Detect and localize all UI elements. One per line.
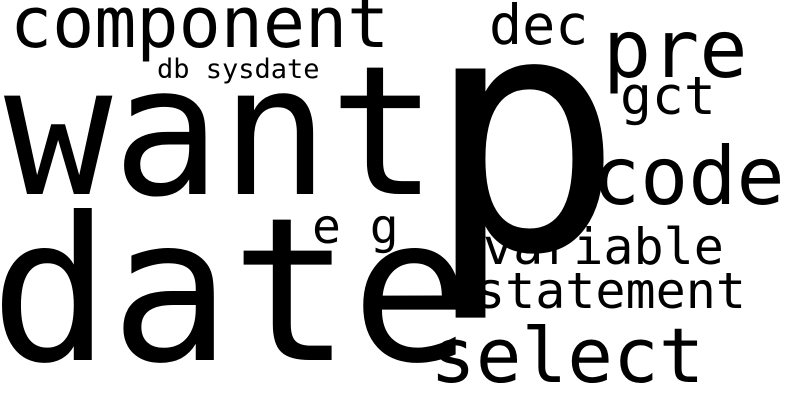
word-db-sysdate: db sysdate	[157, 54, 320, 85]
word-component: component	[10, 0, 390, 64]
word-date: date	[0, 175, 472, 400]
word-gct: gct	[620, 66, 716, 127]
word-select: select	[430, 311, 705, 400]
word-variable: variable	[483, 218, 724, 276]
word-want: want	[4, 28, 438, 237]
word-p: p	[425, 0, 624, 327]
word-statement: statement	[475, 262, 746, 320]
word-dec: dec	[489, 0, 589, 57]
word-e-g: e g	[312, 199, 399, 255]
word-pre: pre	[603, 3, 748, 96]
word-code: code	[592, 130, 785, 223]
